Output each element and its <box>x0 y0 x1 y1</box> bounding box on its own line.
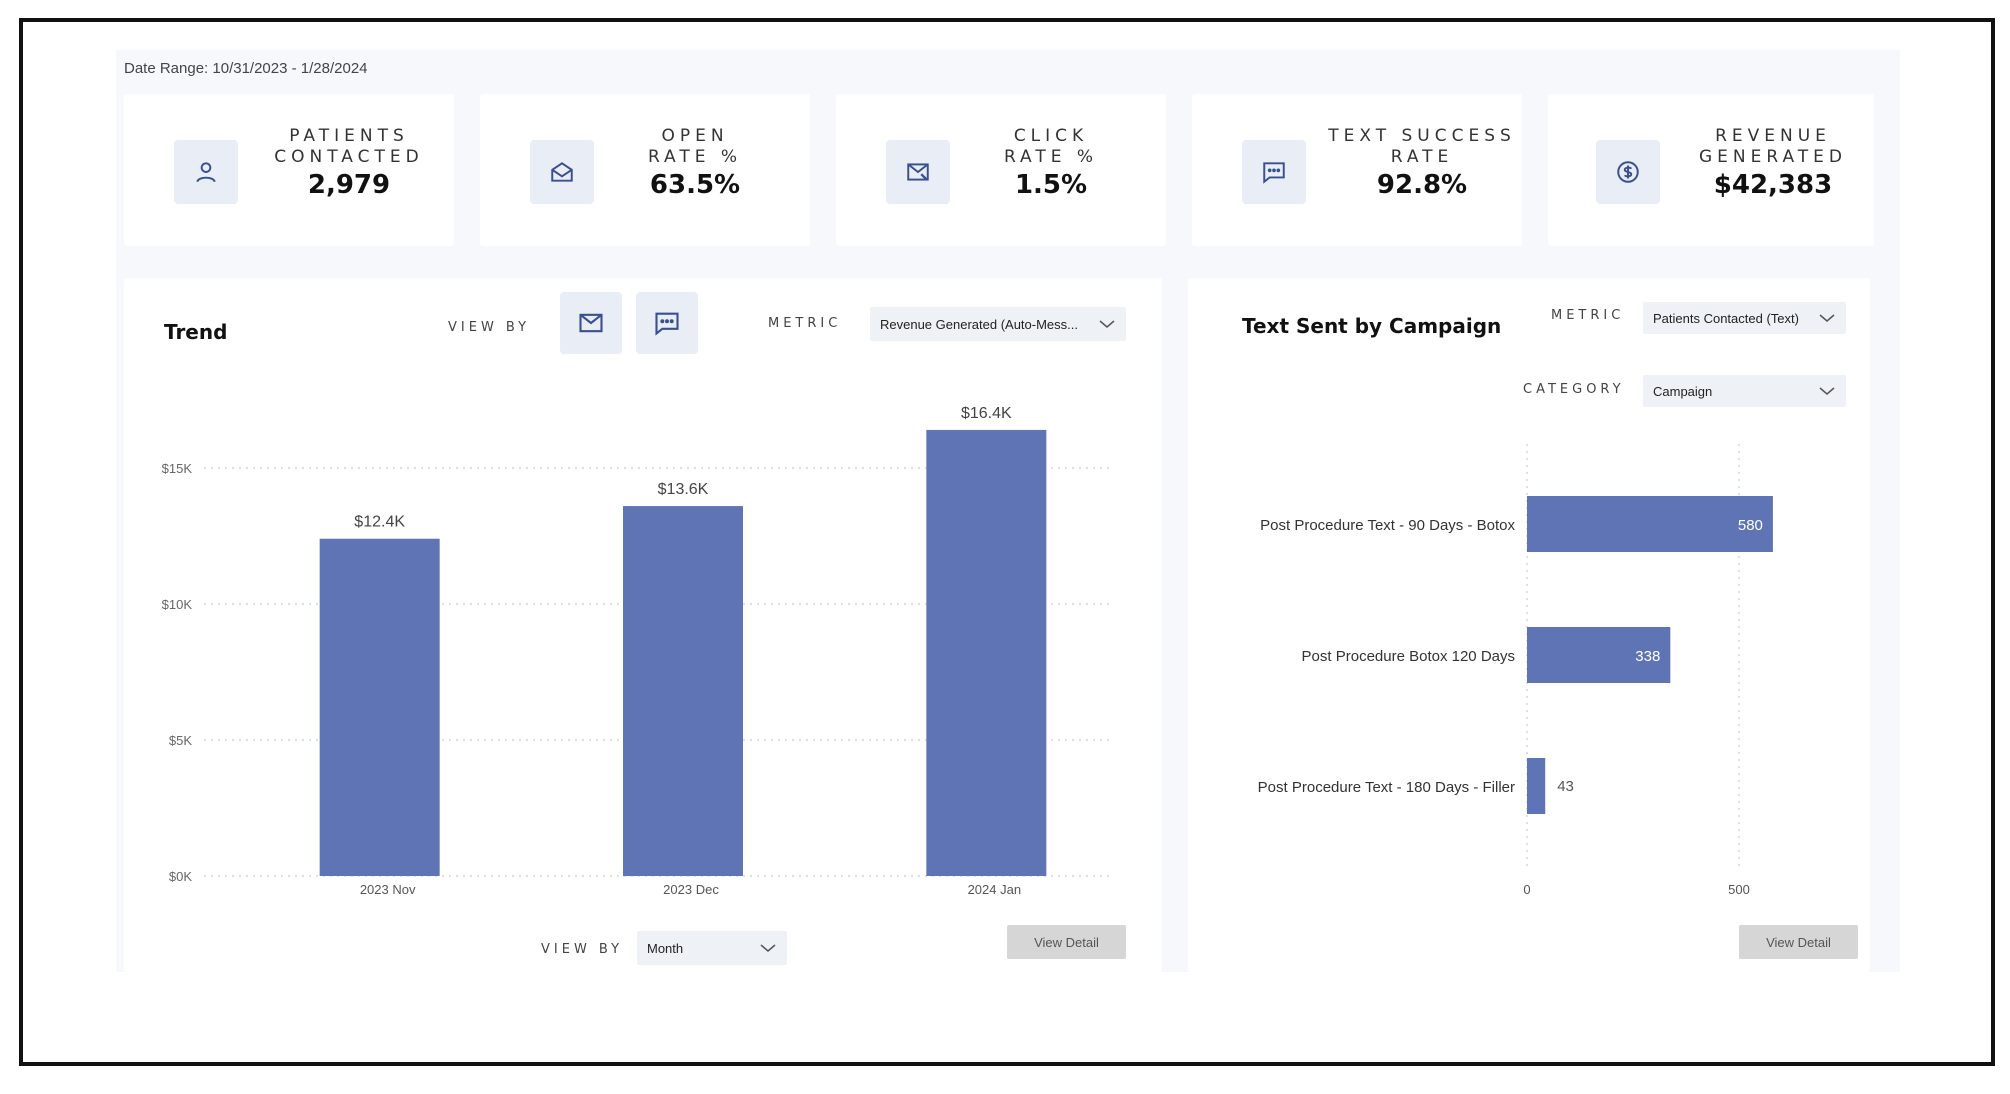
bar <box>926 429 1047 876</box>
campaign-chart: 0 500 Post Procedure Text - 90 Days - Boto… <box>1258 444 1773 897</box>
x-tick-label: 0 <box>1523 882 1530 897</box>
campaign-category-value: Campaign <box>1653 383 1713 399</box>
bar <box>1527 496 1773 552</box>
view-by-period-dropdown[interactable]: Month <box>637 931 787 965</box>
data-label: 580 <box>1738 517 1763 534</box>
kpi-label: CLICK RATE % <box>1003 126 1099 167</box>
bar <box>1527 627 1671 683</box>
kpi-card-click-rate: CLICK RATE % 1.5% <box>836 94 1166 246</box>
trend-metric-dropdown[interactable]: Revenue Generated (Auto-Mess... <box>870 307 1126 341</box>
campaign-metric-dropdown[interactable]: Patients Contacted (Text) <box>1643 302 1846 334</box>
open-envelope-icon <box>530 140 594 204</box>
kpi-card-patients-contacted: PATIENTS CONTACTED 2,979 <box>124 94 454 246</box>
kpi-card-text-success-rate: TEXT SUCCESS RATE 92.8% <box>1192 94 1522 246</box>
bottom-view-by-label: VIEW BY <box>541 942 624 957</box>
x-tick-label: 500 <box>1728 882 1750 897</box>
kpi-label: OPEN RATE % <box>647 126 743 167</box>
campaign-category-label: CATEGORY <box>1523 382 1625 397</box>
data-label: 43 <box>1557 778 1574 795</box>
envelope-icon <box>579 313 603 333</box>
date-range: Date Range: 10/31/2023 - 1/28/2024 <box>124 60 368 77</box>
envelope-click-icon <box>886 140 950 204</box>
bar <box>623 506 743 876</box>
trend-title: Trend <box>164 320 228 344</box>
bar <box>1527 758 1546 814</box>
bar <box>319 538 440 876</box>
view-by-label: VIEW BY <box>448 320 531 335</box>
data-label: $16.4K <box>961 405 1012 422</box>
kpi-card-revenue-generated: REVENUE GENERATED $42,383 <box>1548 94 1874 246</box>
x-tick-label: 2023 Dec <box>663 882 719 897</box>
campaign-title: Text Sent by Campaign <box>1242 314 1502 338</box>
y-tick-label: $0K <box>169 869 192 884</box>
y-tick-label: $10K <box>162 597 193 612</box>
y-tick-label: $5K <box>169 733 192 748</box>
y-tick-label: Post Procedure Text - 180 Days - Filler <box>1258 779 1515 796</box>
kpi-value: $42,383 <box>1713 170 1833 200</box>
person-icon <box>174 140 238 204</box>
trend-metric-value: Revenue Generated (Auto-Mess... <box>880 316 1078 332</box>
chat-icon <box>655 312 679 336</box>
kpi-value: 2,979 <box>307 170 391 200</box>
trend-view-detail-button[interactable]: View Detail <box>1007 925 1126 959</box>
campaign-metric-label: METRIC <box>1551 308 1625 323</box>
campaign-category-dropdown[interactable]: Campaign <box>1643 375 1846 407</box>
x-tick-label: 2024 Jan <box>968 882 1022 897</box>
chevron-down-icon <box>760 944 776 952</box>
y-tick-label: Post Procedure Text - 90 Days - Botox <box>1260 517 1515 534</box>
data-label: $12.4K <box>354 514 405 531</box>
campaign-view-detail-button[interactable]: View Detail <box>1739 925 1858 959</box>
x-tick-label: 2023 Nov <box>360 882 416 897</box>
email-view-button[interactable] <box>560 292 622 354</box>
kpi-value: 92.8% <box>1376 170 1468 200</box>
kpi-value: 1.5% <box>1014 170 1088 200</box>
dollar-coin-icon <box>1596 140 1660 204</box>
text-view-button[interactable] <box>636 292 698 354</box>
chevron-down-icon <box>1099 320 1115 328</box>
metric-label: METRIC <box>768 316 842 331</box>
y-tick-label: Post Procedure Botox 120 Days <box>1302 648 1515 665</box>
kpi-label: REVENUE GENERATED <box>1698 126 1848 167</box>
chevron-down-icon <box>1819 314 1835 322</box>
kpi-label: TEXT SUCCESS RATE <box>1328 126 1516 167</box>
data-label: $13.6K <box>658 481 709 498</box>
view-by-period-value: Month <box>647 940 684 956</box>
y-tick-label: $15K <box>162 461 193 476</box>
kpi-label: PATIENTS CONTACTED <box>274 126 424 167</box>
trend-chart: $0K $5K $10K $15K $12.4K 2023 Nov $13.6K 2023 D… <box>162 405 1114 897</box>
data-label: 338 <box>1635 648 1660 665</box>
kpi-card-open-rate: OPEN RATE % 63.5% <box>480 94 810 246</box>
kpi-value: 63.5% <box>649 170 741 200</box>
chevron-down-icon <box>1819 387 1835 395</box>
campaign-metric-value: Patients Contacted (Text) <box>1653 310 1799 326</box>
chat-icon <box>1242 140 1306 204</box>
